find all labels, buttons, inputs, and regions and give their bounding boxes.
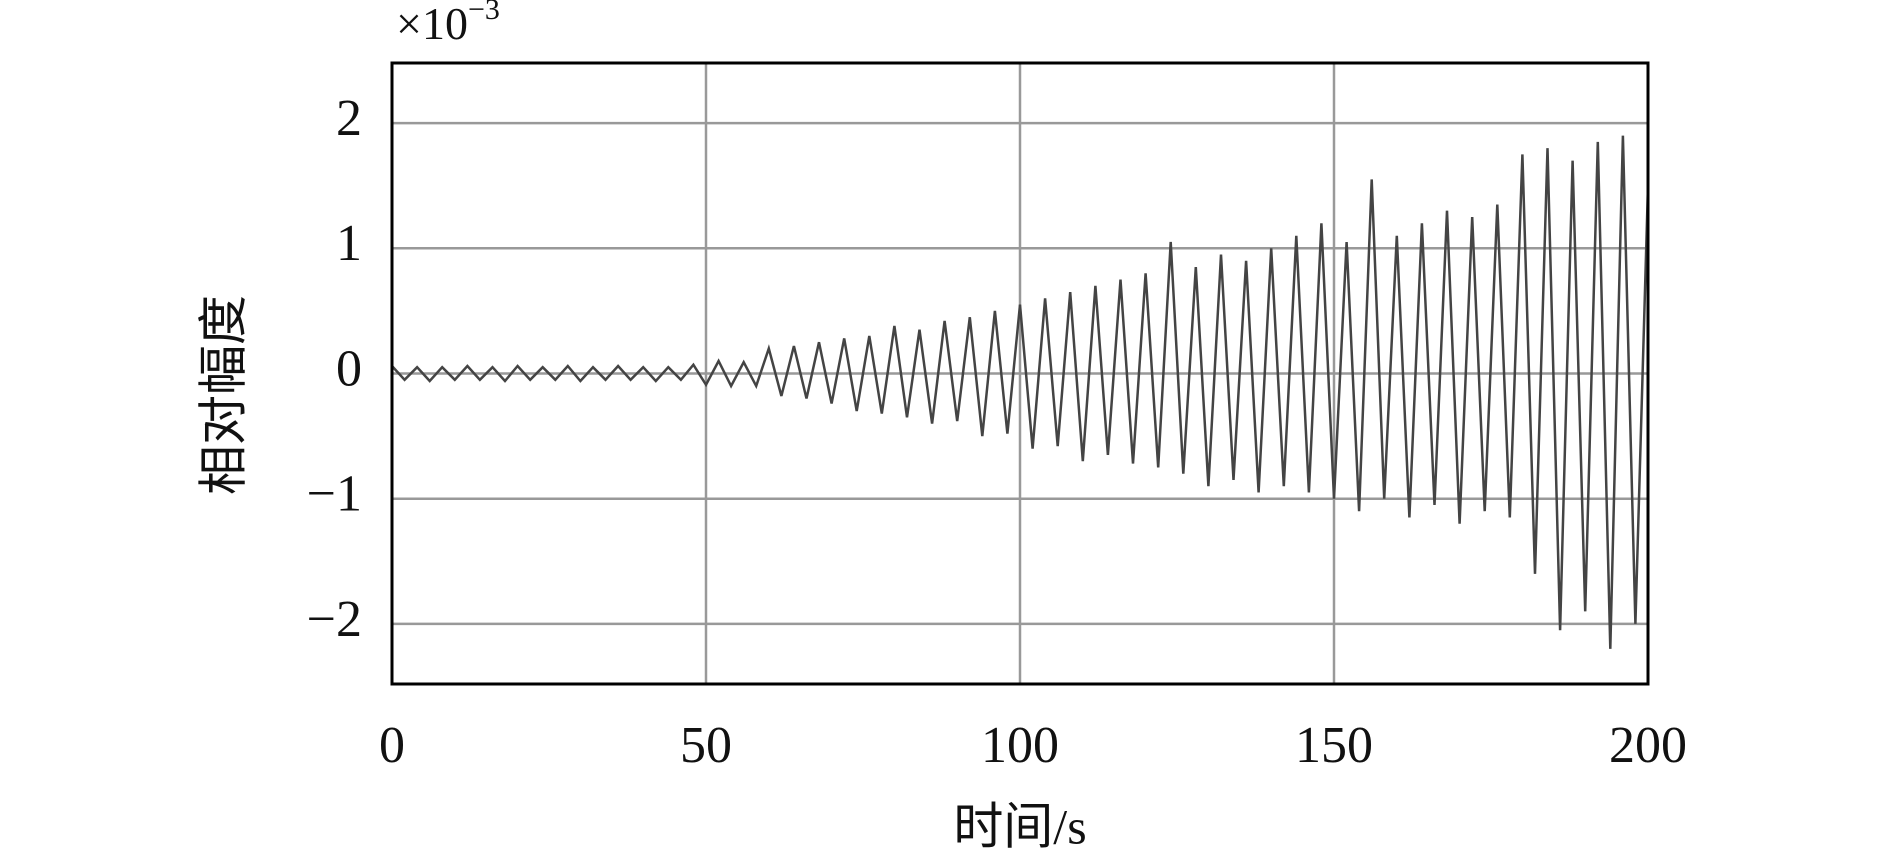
y-multiplier: ×10−3 — [396, 0, 500, 49]
y-tick-label: 1 — [336, 215, 362, 272]
x-tick-label: 0 — [379, 717, 405, 774]
x-tick-label: 200 — [1609, 717, 1687, 774]
x-tick-label: 100 — [981, 717, 1059, 774]
y-tick-label: 2 — [336, 90, 362, 147]
y-multiplier-exponent: −3 — [468, 0, 500, 26]
plot-frame — [390, 61, 1650, 686]
y-tick-label: −2 — [307, 591, 362, 648]
x-tick-label: 150 — [1295, 717, 1373, 774]
x-axis-title: 时间/s — [953, 798, 1086, 854]
y-tick-label: −1 — [307, 466, 362, 523]
signal-line — [391, 135, 1650, 649]
y-axis-title: 相对幅度 — [195, 295, 251, 495]
x-tick-label: 50 — [680, 717, 732, 774]
y-multiplier-base: ×10 — [396, 0, 468, 49]
y-tick-label: 0 — [336, 340, 362, 397]
